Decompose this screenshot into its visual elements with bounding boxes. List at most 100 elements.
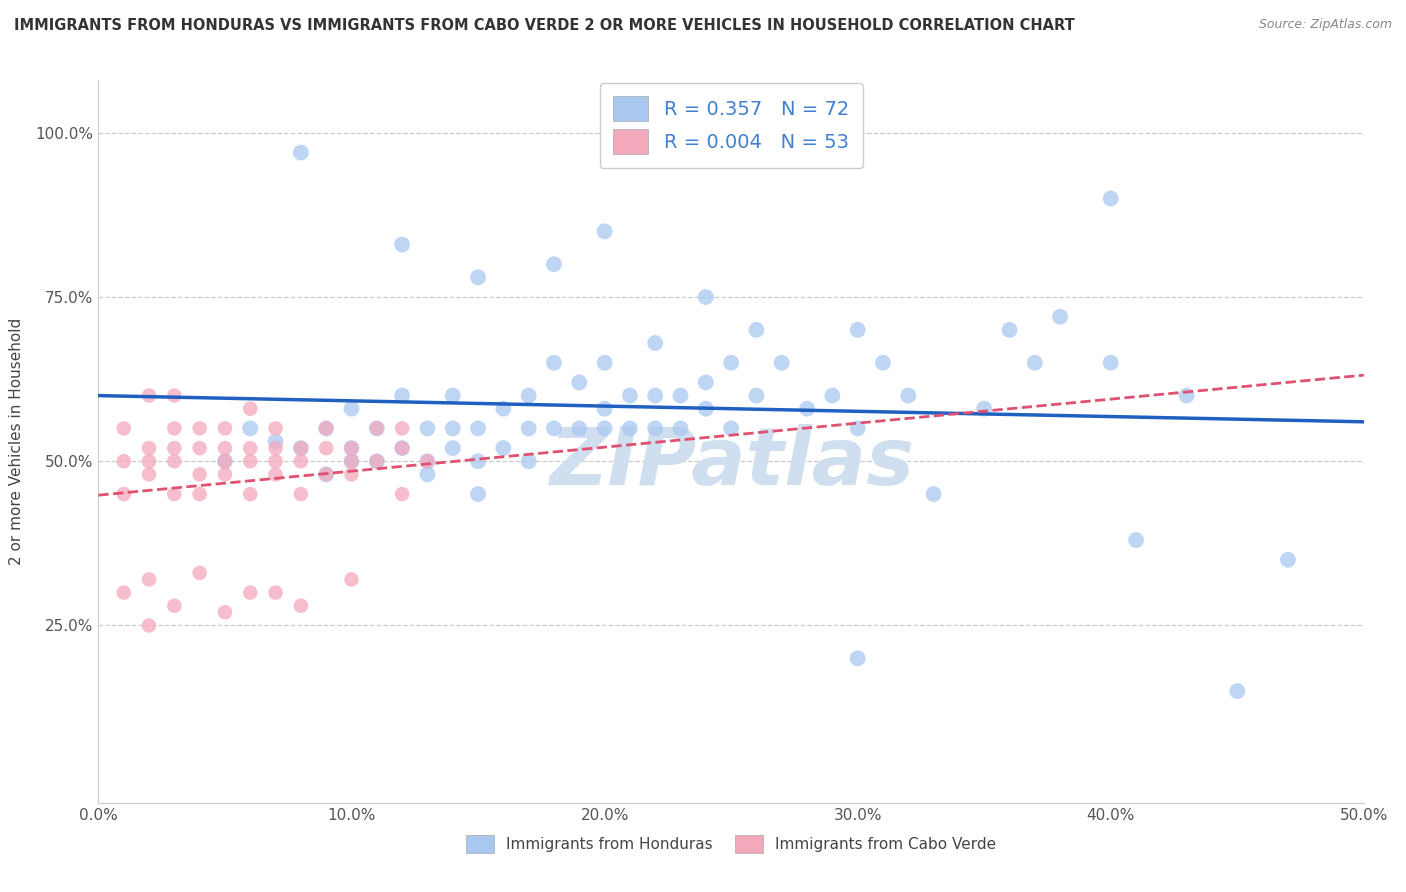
Point <box>290 441 312 455</box>
Point <box>897 388 920 402</box>
Point <box>163 599 186 613</box>
Point <box>568 376 591 390</box>
Point <box>770 356 793 370</box>
Point <box>998 323 1021 337</box>
Point <box>644 388 666 402</box>
Point <box>391 388 413 402</box>
Point <box>340 454 363 468</box>
Point <box>644 336 666 351</box>
Point <box>188 441 211 455</box>
Point <box>163 441 186 455</box>
Point <box>138 573 160 587</box>
Point <box>745 388 768 402</box>
Point <box>163 388 186 402</box>
Point <box>315 441 337 455</box>
Point <box>644 421 666 435</box>
Point <box>1099 356 1122 370</box>
Point <box>1125 533 1147 547</box>
Point <box>315 421 337 435</box>
Point <box>188 487 211 501</box>
Point <box>517 454 540 468</box>
Point <box>112 421 135 435</box>
Point <box>720 356 742 370</box>
Point <box>796 401 818 416</box>
Point <box>619 388 641 402</box>
Point <box>239 487 262 501</box>
Point <box>163 454 186 468</box>
Point <box>1175 388 1198 402</box>
Point <box>391 441 413 455</box>
Point <box>872 356 894 370</box>
Point <box>239 585 262 599</box>
Point <box>340 454 363 468</box>
Point <box>290 599 312 613</box>
Point <box>214 421 236 435</box>
Point <box>391 237 413 252</box>
Point <box>619 421 641 435</box>
Point <box>593 224 616 238</box>
Point <box>568 421 591 435</box>
Text: IMMIGRANTS FROM HONDURAS VS IMMIGRANTS FROM CABO VERDE 2 OR MORE VEHICLES IN HOU: IMMIGRANTS FROM HONDURAS VS IMMIGRANTS F… <box>14 18 1074 33</box>
Point <box>340 441 363 455</box>
Point <box>593 356 616 370</box>
Point <box>315 467 337 482</box>
Point <box>138 441 160 455</box>
Point <box>391 441 413 455</box>
Point <box>821 388 844 402</box>
Point <box>695 401 717 416</box>
Point <box>340 467 363 482</box>
Point <box>239 454 262 468</box>
Point <box>239 421 262 435</box>
Point <box>214 454 236 468</box>
Point <box>340 573 363 587</box>
Point <box>416 454 439 468</box>
Point <box>669 421 692 435</box>
Point <box>467 421 489 435</box>
Point <box>846 421 869 435</box>
Point <box>517 388 540 402</box>
Point <box>492 401 515 416</box>
Point <box>366 454 388 468</box>
Point <box>366 421 388 435</box>
Point <box>441 388 464 402</box>
Point <box>163 487 186 501</box>
Point <box>973 401 995 416</box>
Point <box>416 421 439 435</box>
Point <box>239 441 262 455</box>
Point <box>188 421 211 435</box>
Point <box>138 618 160 632</box>
Point <box>264 421 287 435</box>
Point <box>290 487 312 501</box>
Point <box>290 454 312 468</box>
Point <box>264 585 287 599</box>
Point <box>315 467 337 482</box>
Point <box>315 421 337 435</box>
Point <box>467 487 489 501</box>
Point <box>214 605 236 619</box>
Point <box>138 454 160 468</box>
Point <box>264 467 287 482</box>
Point <box>669 388 692 402</box>
Point <box>441 421 464 435</box>
Point <box>492 441 515 455</box>
Point <box>846 651 869 665</box>
Y-axis label: 2 or more Vehicles in Household: 2 or more Vehicles in Household <box>10 318 24 566</box>
Point <box>593 401 616 416</box>
Text: Source: ZipAtlas.com: Source: ZipAtlas.com <box>1258 18 1392 31</box>
Point <box>745 323 768 337</box>
Point <box>416 467 439 482</box>
Point <box>163 421 186 435</box>
Point <box>543 421 565 435</box>
Point <box>138 467 160 482</box>
Point <box>467 454 489 468</box>
Point <box>1226 684 1249 698</box>
Point <box>340 401 363 416</box>
Point <box>214 467 236 482</box>
Point <box>366 454 388 468</box>
Point <box>264 441 287 455</box>
Point <box>593 421 616 435</box>
Point <box>264 454 287 468</box>
Point <box>467 270 489 285</box>
Point <box>138 388 160 402</box>
Point <box>264 434 287 449</box>
